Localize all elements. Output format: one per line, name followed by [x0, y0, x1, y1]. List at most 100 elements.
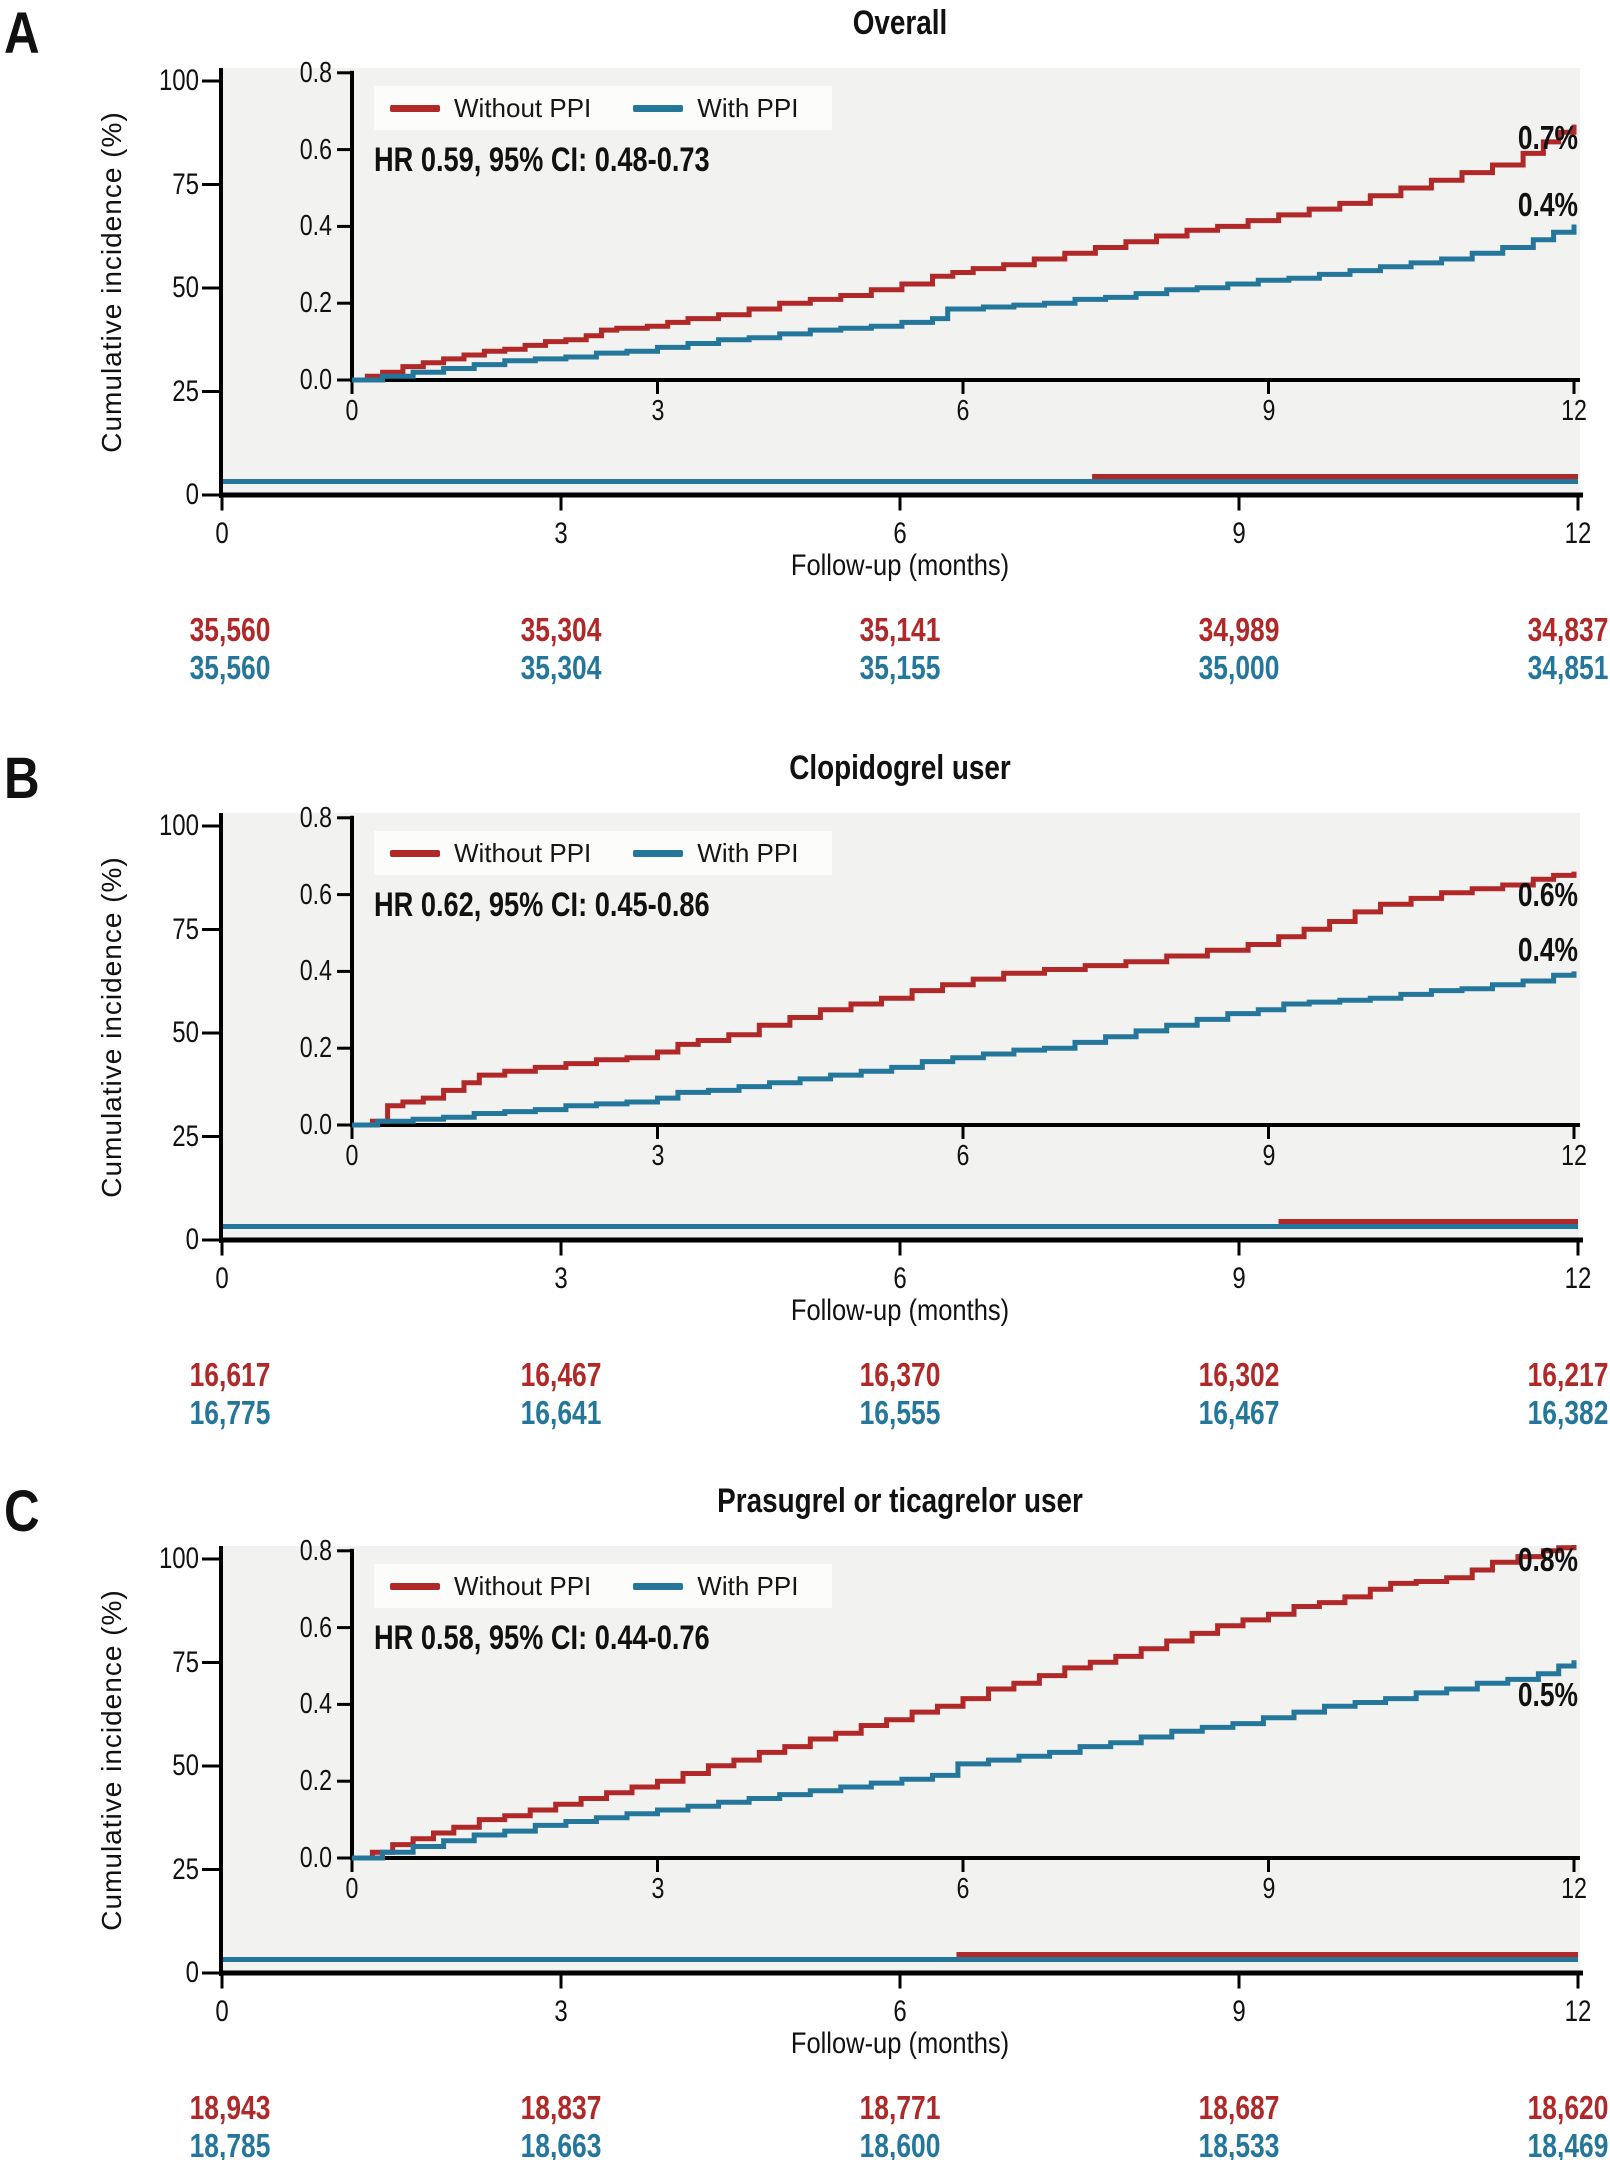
inset-x-tick	[1267, 382, 1270, 394]
inset-x-tick-label: 12	[1561, 1873, 1587, 1905]
inset-y-axis	[350, 1548, 354, 1860]
main-km-line-with-ppi	[222, 1957, 1578, 1962]
main-x-tick	[559, 1242, 563, 1256]
inset-y-tick	[337, 224, 350, 228]
at-risk-count-with_ppi: 16,555	[859, 1394, 941, 1431]
main-y-axis	[219, 813, 223, 1243]
inset-x-tick-label: 9	[1262, 395, 1275, 427]
legend-label-without-ppi: Without PPI	[454, 1570, 592, 1601]
legend-label-without-ppi: Without PPI	[454, 92, 592, 123]
inset-x-axis	[350, 1123, 1580, 1127]
main-y-tick-label: 50	[172, 1749, 199, 1782]
main-y-tick-label: 75	[172, 1645, 199, 1679]
main-y-tick-label: 25	[172, 1852, 199, 1886]
inset-y-tick	[337, 816, 350, 820]
main-x-axis	[219, 492, 1583, 498]
main-y-tick	[202, 1868, 219, 1871]
at-risk-count-without_ppi: 18,620	[1527, 2089, 1609, 2126]
km-panel-a: A Overall Cumulative incidence (%) Follo…	[0, 0, 1610, 745]
main-x-tick	[220, 1242, 224, 1256]
plot-background	[222, 1546, 1580, 1973]
main-y-tick	[202, 183, 219, 186]
inset-x-tick	[350, 382, 354, 394]
legend-line-without-ppi-icon	[390, 849, 440, 857]
inset-y-tick-label: 0.4	[299, 1688, 332, 1721]
main-y-tick-label: 25	[172, 1119, 199, 1153]
main-y-tick-label: 100	[158, 809, 199, 842]
inset-y-tick-label: 0.6	[299, 133, 332, 166]
main-y-tick	[202, 493, 219, 497]
main-x-tick	[1576, 497, 1580, 511]
main-y-tick	[202, 1971, 219, 1975]
legend-label-without-ppi: Without PPI	[454, 837, 592, 868]
main-km-line-with-ppi	[222, 479, 1578, 484]
main-km-line-without-ppi	[956, 1952, 1578, 1957]
legend-line-without-ppi-icon	[390, 1582, 440, 1590]
curve-end-label-without-ppi: 0.8%	[1517, 1541, 1578, 1579]
km-panel-b: B Clopidogrel user Cumulative incidence …	[0, 745, 1610, 1490]
at-risk-count-without_ppi: 16,370	[859, 1356, 941, 1393]
inset-y-tick	[337, 1046, 350, 1050]
at-risk-count-with_ppi: 18,785	[189, 2127, 271, 2160]
main-x-tick-label: 0	[215, 1262, 229, 1295]
legend: Without PPI With PPI	[374, 86, 832, 130]
at-risk-count-with_ppi: 18,600	[859, 2127, 941, 2160]
inset-x-tick	[1572, 1127, 1576, 1139]
main-x-tick	[220, 497, 224, 511]
panel-letter: C	[4, 1479, 40, 1544]
inset-y-tick	[337, 71, 350, 75]
main-x-tick-label: 12	[1564, 517, 1592, 550]
inset-y-tick-label: 0.2	[299, 1765, 332, 1798]
main-x-tick-label: 6	[893, 1995, 907, 2028]
inset-y-tick	[337, 969, 350, 973]
x-axis-title: Follow-up (months)	[790, 549, 1010, 582]
main-y-tick-label: 25	[172, 374, 199, 408]
inset-y-axis	[350, 815, 354, 1127]
inset-x-tick-label: 12	[1561, 395, 1587, 427]
inset-y-tick-label: 0.6	[299, 1611, 332, 1644]
main-y-axis	[219, 68, 223, 498]
legend-line-without-ppi-icon	[390, 104, 440, 112]
km-curve-with-ppi	[352, 1660, 1577, 1861]
plot-background	[222, 813, 1580, 1240]
main-x-tick	[1237, 1242, 1241, 1256]
at-risk-count-without_ppi: 35,304	[520, 611, 602, 648]
at-risk-count-without_ppi: 16,617	[189, 1356, 271, 1393]
legend-label-with-ppi: With PPI	[697, 837, 799, 868]
at-risk-count-with_ppi: 16,775	[189, 1394, 271, 1431]
inset-y-tick	[337, 301, 350, 305]
legend-line-with-ppi-icon	[633, 849, 684, 857]
inset-y-tick	[337, 1626, 350, 1630]
legend-line-with-ppi-icon	[633, 104, 684, 112]
inset-x-axis	[350, 378, 1580, 382]
x-axis-title: Follow-up (months)	[790, 1294, 1010, 1327]
main-y-tick-label: 100	[158, 64, 199, 97]
inset-x-tick-label: 3	[651, 1873, 664, 1905]
main-x-tick-label: 3	[554, 517, 568, 550]
km-curve-without-ppi	[352, 124, 1577, 383]
curve-end-label-without-ppi: 0.7%	[1517, 119, 1578, 157]
plot-canvas	[202, 68, 1583, 511]
inset-y-tick-label: 0.8	[299, 1534, 332, 1567]
main-x-tick	[1237, 497, 1241, 511]
at-risk-count-with_ppi: 34,851	[1527, 649, 1609, 686]
main-x-tick-label: 9	[1232, 517, 1246, 550]
legend-label-with-ppi: With PPI	[697, 1570, 799, 1601]
main-x-tick-label: 9	[1232, 1995, 1246, 2028]
main-y-tick	[202, 1661, 219, 1664]
main-x-tick-label: 6	[893, 1262, 907, 1295]
at-risk-count-with_ppi: 35,155	[859, 649, 941, 686]
inset-y-tick-label: 0.4	[299, 210, 332, 243]
main-x-tick-label: 6	[893, 517, 907, 550]
km-curve-without-ppi	[352, 1545, 1577, 1861]
inset-x-tick	[656, 1860, 659, 1872]
inset-y-tick	[337, 1123, 350, 1127]
curve-end-label-with-ppi: 0.4%	[1517, 931, 1578, 969]
curve-end-label-with-ppi: 0.5%	[1517, 1675, 1578, 1713]
at-risk-count-without_ppi: 34,837	[1527, 611, 1609, 648]
at-risk-count-without_ppi: 18,771	[859, 2089, 941, 2126]
inset-x-tick-label: 0	[345, 395, 359, 427]
inset-x-tick	[350, 1860, 354, 1872]
inset-x-tick-label: 6	[956, 395, 970, 427]
